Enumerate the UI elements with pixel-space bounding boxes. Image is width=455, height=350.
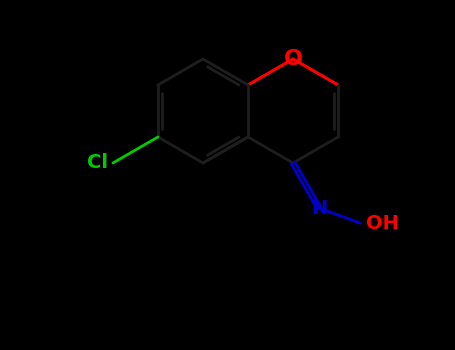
Text: OH: OH — [365, 214, 399, 233]
Text: Cl: Cl — [87, 154, 108, 173]
Text: O: O — [283, 49, 303, 69]
Text: N: N — [311, 198, 327, 218]
